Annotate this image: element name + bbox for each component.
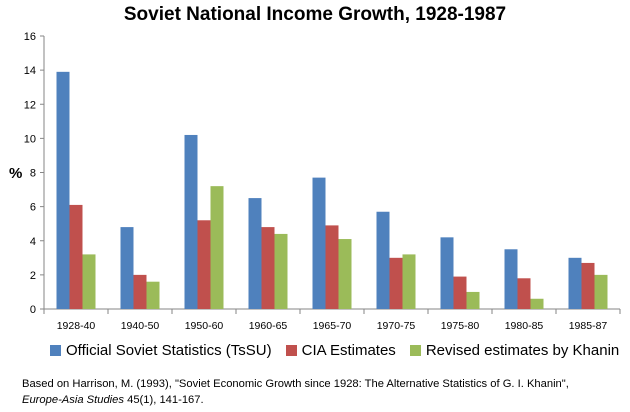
bar-1980-85-2 xyxy=(517,278,531,309)
x-tick-label: 1985-87 xyxy=(569,320,608,332)
bar-1975-80-1 xyxy=(440,237,454,309)
y-axis-label: % xyxy=(9,165,22,182)
bar-1950-60-3 xyxy=(210,186,224,309)
bar-1950-60-2 xyxy=(197,220,211,309)
caption-line-2: Europe-Asia Studies 45(1), 141-167. xyxy=(22,392,622,408)
bar-1950-60-1 xyxy=(184,134,198,309)
bar-1985-87-3 xyxy=(594,274,608,309)
caption-citation: 45(1), 141-167. xyxy=(124,394,204,406)
bars xyxy=(56,71,608,309)
y-tick-label: 4 xyxy=(30,236,36,248)
bar-1928-40-1 xyxy=(56,71,70,309)
caption-journal: Europe-Asia Studies xyxy=(22,394,124,406)
legend-item: CIA Estimates xyxy=(285,342,396,359)
bar-1965-70-1 xyxy=(312,177,326,309)
x-tick-label: 1980-85 xyxy=(505,320,544,332)
source-caption: Based on Harrison, M. (1993), "Soviet Ec… xyxy=(22,376,622,408)
bar-1980-85-3 xyxy=(530,298,544,309)
chart-title: Soviet National Income Growth, 1928-1987 xyxy=(123,4,507,25)
bar-1940-50-1 xyxy=(120,227,134,309)
y-tick-label: 16 xyxy=(24,31,36,43)
bar-1985-87-1 xyxy=(568,257,582,309)
legend-swatch xyxy=(285,345,297,356)
y-tick-label: 8 xyxy=(30,168,36,180)
bar-1940-50-2 xyxy=(133,274,147,309)
bar-1960-65-3 xyxy=(274,233,288,309)
x-tick-label: 1970-75 xyxy=(377,320,416,332)
x-tick-label: 1940-50 xyxy=(121,320,160,332)
labels: 0 2 4 6 8 10 12 14 16% 1928-40 1940-50 1950-60 1960-… xyxy=(9,31,607,332)
y-tick-label: 2 xyxy=(30,270,36,282)
x-tick-label: 1950-60 xyxy=(185,320,224,332)
bar-1965-70-3 xyxy=(338,239,352,309)
y-tick-label: 6 xyxy=(30,202,36,214)
caption-line-1: Based on Harrison, M. (1993), "Soviet Ec… xyxy=(22,378,569,390)
bar-1985-87-2 xyxy=(581,262,595,309)
bar-1970-75-3 xyxy=(402,254,416,309)
x-tick-label: 1965-70 xyxy=(313,320,352,332)
y-tick-label: 12 xyxy=(24,99,36,111)
bar-1928-40-2 xyxy=(69,204,83,309)
legend-label: CIA Estimates xyxy=(301,342,396,359)
bar-1960-65-1 xyxy=(248,198,262,309)
bar-1965-70-2 xyxy=(325,225,339,309)
bar-1970-75-2 xyxy=(389,257,403,309)
legend-label: Official Soviet Statistics (TsSU) xyxy=(66,342,272,359)
legend-label: Revised estimates by Khanin xyxy=(425,342,620,359)
bar-1980-85-1 xyxy=(504,249,518,309)
legend: Official Soviet Statistics (TsSU) CIA Est… xyxy=(50,342,620,359)
bar-1928-40-3 xyxy=(82,254,96,309)
y-tick-label: 0 xyxy=(30,304,36,316)
bar-1970-75-1 xyxy=(376,211,390,309)
y-tick-label: 10 xyxy=(24,133,36,145)
x-tick-label: 1960-65 xyxy=(249,320,288,332)
legend-swatch xyxy=(409,345,421,356)
y-tick-label: 14 xyxy=(24,65,36,77)
legend-swatch xyxy=(50,345,61,356)
bar-1940-50-3 xyxy=(146,281,160,309)
bar-1960-65-2 xyxy=(261,227,275,309)
bar-1975-80-3 xyxy=(466,291,480,309)
x-tick-label: 1928-40 xyxy=(57,320,96,332)
legend-item: Official Soviet Statistics (TsSU) xyxy=(50,342,272,359)
x-tick-label: 1975-80 xyxy=(441,320,480,332)
legend-item: Revised estimates by Khanin xyxy=(409,342,620,359)
bar-1975-80-2 xyxy=(453,276,467,309)
